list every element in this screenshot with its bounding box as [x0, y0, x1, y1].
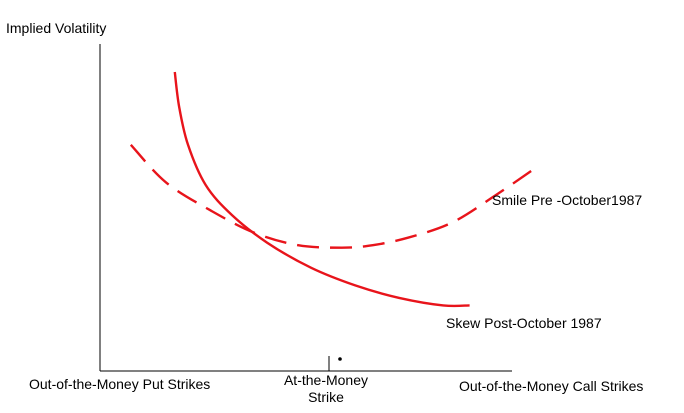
- x-tick-label-center-line1: At-the-Money: [284, 372, 368, 388]
- smile-pre-1987-curve: [129, 143, 541, 249]
- x-tick-label-left: Out-of-the-Money Put Strikes: [29, 376, 210, 392]
- solid-curve-label: Skew Post-October 1987: [446, 315, 602, 331]
- skew-post-1987-curve: [173, 71, 470, 308]
- x-tick-label-center-line2: Strike: [308, 389, 344, 405]
- y-axis-label: Implied Volatility: [6, 20, 106, 36]
- atm-dot: [338, 357, 342, 361]
- dashed-curve-label: Smile Pre -October1987: [492, 192, 642, 208]
- x-tick-label-right: Out-of-the-Money Call Strikes: [459, 378, 643, 394]
